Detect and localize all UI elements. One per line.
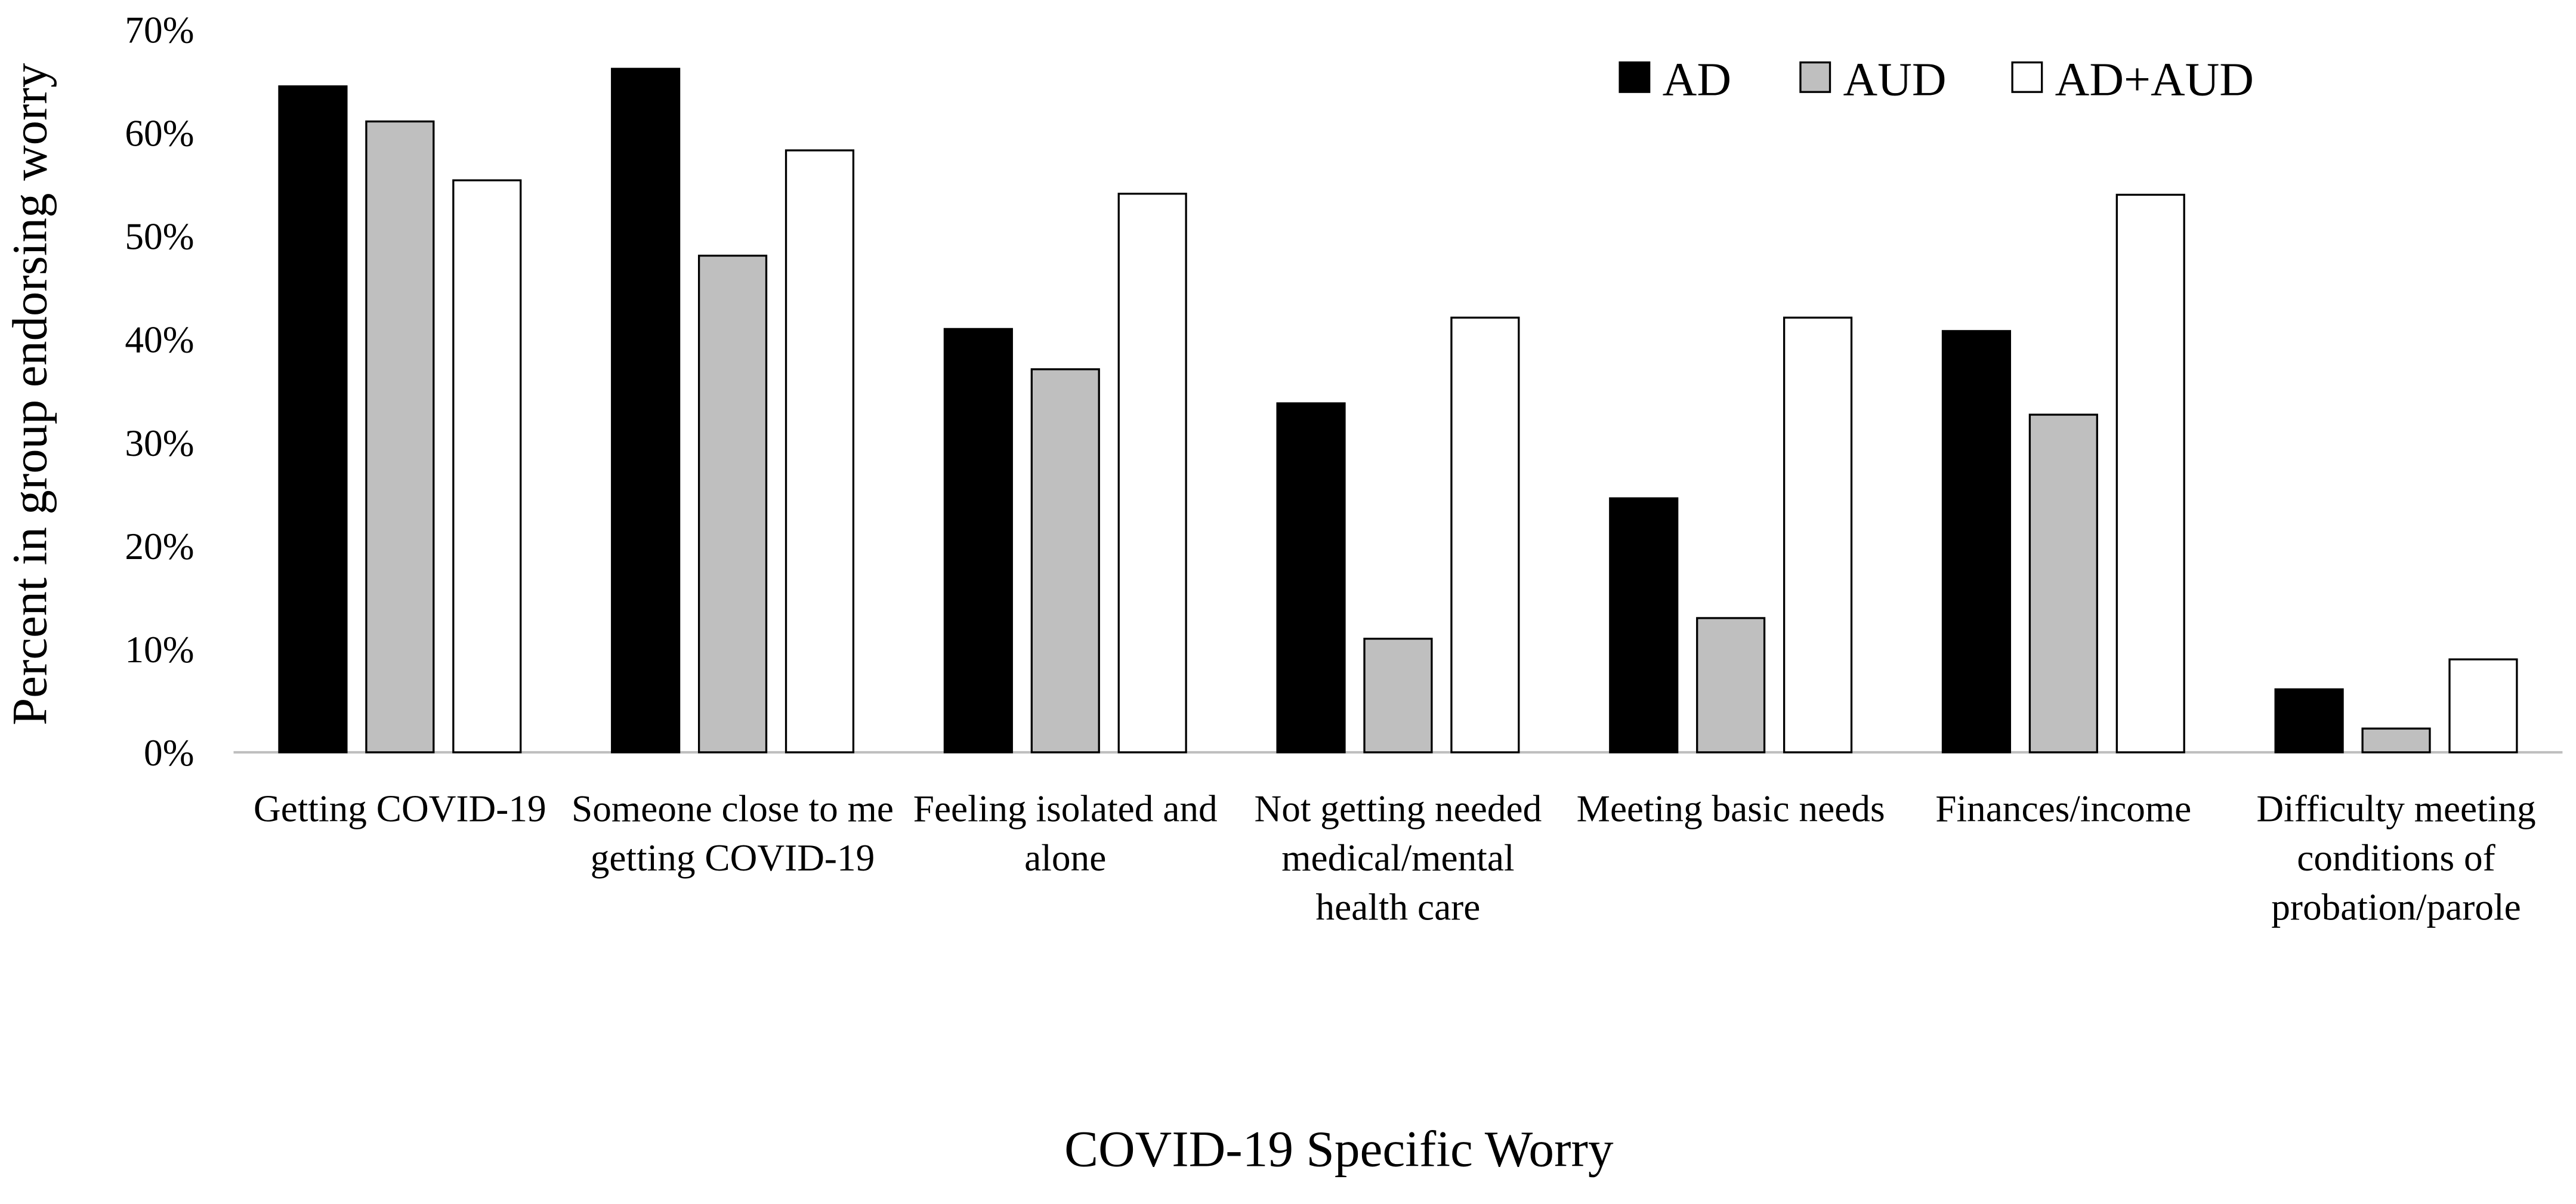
y-tick-label: 40%	[125, 319, 194, 361]
bar	[2028, 413, 2098, 754]
bar	[452, 179, 522, 754]
bar	[1696, 617, 1766, 754]
x-tick-label-box: Not getting needed medical/mental health…	[1254, 788, 1542, 928]
bar	[1276, 402, 1346, 754]
bar	[611, 67, 681, 754]
x-tick-label-box: Difficulty meeting conditions of probati…	[2256, 788, 2536, 928]
x-tick-label-box: Someone close to me getting COVID-19	[572, 788, 894, 879]
bar	[943, 328, 1013, 754]
y-tick-label: 50%	[125, 216, 194, 258]
x-tick-label: Someone close to me getting COVID-19	[572, 788, 894, 879]
bar	[2361, 727, 2431, 754]
bar	[1030, 368, 1100, 754]
bar	[784, 149, 855, 754]
bar	[1941, 330, 2012, 754]
y-tick-label: 20%	[125, 526, 194, 567]
x-tick-label-box: Feeling isolated and alone	[913, 788, 1218, 879]
bar	[1363, 637, 1433, 754]
x-tick-label: Finances/income	[1935, 788, 2192, 830]
bar	[2274, 688, 2344, 754]
bar	[1783, 316, 1853, 754]
x-axis-title: COVID-19 Specific Worry	[1064, 1122, 1614, 1178]
y-tick-label: 30%	[125, 422, 194, 464]
legend-label: AD+AUD	[2055, 54, 2254, 106]
x-tick-label: Getting COVID-19	[253, 788, 546, 830]
x-tick-label: Meeting basic needs	[1576, 788, 1885, 830]
x-tick-label: Feeling isolated and alone	[913, 788, 1218, 879]
bar	[2448, 658, 2518, 754]
x-tick-label: Difficulty meeting conditions of probati…	[2256, 788, 2536, 928]
bar	[365, 120, 435, 754]
x-tick-label-box: Finances/income	[1935, 788, 2192, 830]
y-tick-label: 0%	[144, 732, 194, 774]
bar	[697, 254, 768, 754]
y-tick-label: 70%	[125, 10, 194, 51]
legend-label: AUD	[1843, 54, 1947, 106]
y-tick-label: 10%	[125, 629, 194, 671]
bar	[2115, 193, 2185, 754]
legend-swatch	[1799, 61, 1831, 93]
bar	[278, 85, 348, 754]
y-tick-label: 60%	[125, 113, 194, 155]
x-tick-label-box: Meeting basic needs	[1576, 788, 1885, 830]
bar	[1609, 497, 1679, 754]
y-axis-title: Percent in group endorsing worry	[2, 63, 57, 726]
bar	[1117, 193, 1187, 754]
legend-swatch	[2011, 61, 2043, 93]
bar	[1450, 316, 1520, 754]
x-tick-label: Not getting needed medical/mental health…	[1254, 788, 1542, 928]
legend-swatch	[1619, 61, 1651, 93]
legend-label: AD	[1663, 54, 1731, 106]
x-tick-label-box: Getting COVID-19	[253, 788, 546, 830]
